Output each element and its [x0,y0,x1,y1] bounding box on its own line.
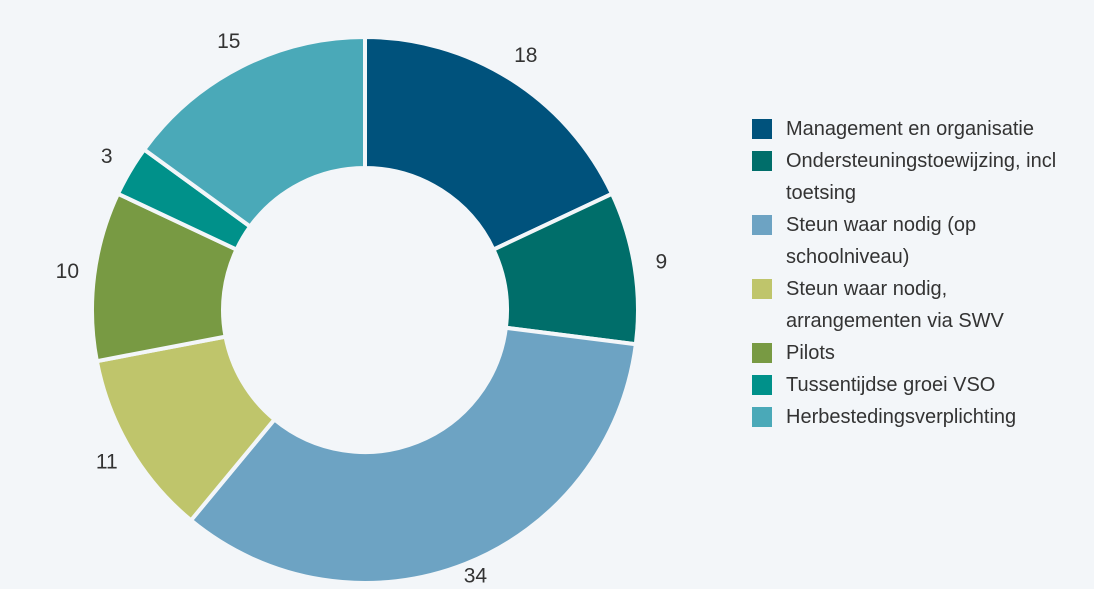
legend-label: Management en organisatie [786,118,1034,140]
legend-swatch [752,215,772,235]
data-label: 18 [514,44,537,67]
legend-label: Ondersteuningstoewijzing, incl toetsing [786,150,1057,204]
legend-item: Ondersteuningstoewijzing, incl toetsing [752,145,1072,209]
legend-item: Steun waar nodig, arrangementen via SWV [752,273,1072,337]
legend-item: Management en organisatie [752,113,1072,145]
donut-slice [188,325,639,585]
data-label: 15 [217,30,240,53]
legend-label: Tussentijdse groei VSO [786,374,996,396]
legend-item: Herbestedingsverplichting [752,401,1072,433]
legend-swatch [752,279,772,299]
legend-swatch [752,151,772,171]
legend-swatch [752,119,772,139]
donut-slice [141,34,367,230]
data-label: 9 [655,251,667,274]
legend-label: Herbestedingsverplichting [786,406,1017,428]
legend-swatch [752,375,772,395]
donut-slice [363,34,615,253]
legend-swatch [752,343,772,363]
legend-item: Pilots [752,337,1072,369]
legend-swatch [752,407,772,427]
data-label: 3 [101,145,113,168]
legend-label: Steun waar nodig (op schoolniveau) [786,214,977,268]
legend-item: Tussentijdse groei VSO [752,369,1072,401]
data-label: 34 [464,565,488,588]
legend: Management en organisatie Ondersteuningst… [752,113,1072,433]
legend-item: Steun waar nodig (op schoolniveau) [752,209,1072,273]
data-label: 11 [96,450,118,473]
legend-label: Pilots [786,342,835,364]
data-label: 10 [56,260,79,283]
legend-label: Steun waar nodig, arrangementen via SWV [786,278,1004,332]
